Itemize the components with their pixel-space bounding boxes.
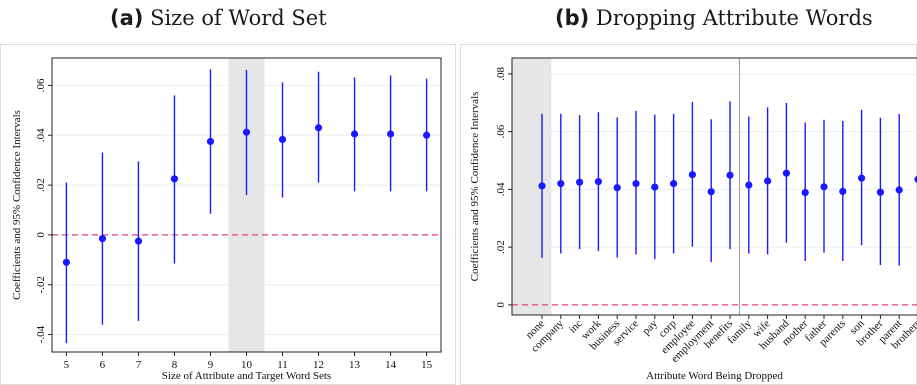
chart-b-point xyxy=(670,180,678,188)
chart-a-point xyxy=(206,137,215,146)
chart-b-point xyxy=(839,187,847,196)
chart-a-x-tick-label: 15 xyxy=(421,359,433,371)
chart-a-point xyxy=(98,235,107,243)
chart-b-point xyxy=(764,177,772,185)
panel-b-title-text: Dropping Attribute Words xyxy=(595,6,873,30)
chart-a-x-tick-label: 14 xyxy=(385,359,397,371)
chart-b-point xyxy=(895,186,903,194)
chart-b-point xyxy=(651,183,659,191)
panel-b-title: (b) Dropping Attribute Words xyxy=(555,6,873,30)
chart-b-point xyxy=(801,188,809,197)
chart-a-x-tick-label: 12 xyxy=(313,359,324,371)
panel-a-tag: (a) xyxy=(110,6,144,30)
chart-b-marks xyxy=(538,101,917,266)
chart-a-y-tick-label: .04 xyxy=(35,128,47,142)
chart-a-point xyxy=(134,237,143,245)
chart-b-point xyxy=(707,188,715,196)
chart-b-y-tick-label: 0 xyxy=(495,302,507,308)
chart-b-y-ticks: 0 .02 .04 .06 .08 xyxy=(495,67,512,308)
chart-a-point xyxy=(422,131,431,139)
panel-a-title-text: Size of Word Set xyxy=(150,6,327,30)
chart-b-y-tick-label: .02 xyxy=(495,240,507,254)
chart-b-y-tick-label: .04 xyxy=(495,182,507,196)
chart-a-point xyxy=(350,130,359,138)
chart-a-point xyxy=(62,258,71,266)
chart-b-y-tick-label: .06 xyxy=(495,124,507,138)
panel-a-title: (a) Size of Word Set xyxy=(110,6,327,30)
chart-b-point xyxy=(820,183,828,191)
chart-a-point xyxy=(278,135,287,144)
chart-a-y-tick-label: 0 xyxy=(35,232,47,238)
chart-a-x-tick-label: 5 xyxy=(64,359,70,371)
chart-a-x-tick-label: 6 xyxy=(100,359,106,371)
chart-a-x-tick-label: 13 xyxy=(349,359,361,371)
chart-b-point xyxy=(914,175,917,183)
chart-b-y-axis-title: Coefficients and 95% Confidence Interval… xyxy=(469,92,481,282)
chart-a-point xyxy=(386,130,395,138)
chart-a-point xyxy=(170,175,179,183)
chart-a-x-tick-label: 8 xyxy=(172,359,178,371)
chart-a-point xyxy=(314,124,323,132)
chart-a-y-ticks: -.04 -.02 0 .02 .04 .06 xyxy=(35,78,52,343)
chart-b-point xyxy=(858,174,866,182)
chart-b-point xyxy=(782,169,790,177)
chart-b-point xyxy=(576,178,584,186)
chart-a-y-tick-label: -.02 xyxy=(35,276,47,293)
chart-b-point xyxy=(557,180,565,188)
chart-a-size-of-word-set: -.04 -.02 0 .02 .04 .06 5 6 7 8 9 10 11 12 13 14 15 Siz… xyxy=(0,44,456,385)
chart-b-y-tick-label: .08 xyxy=(495,67,507,81)
panel-b-tag: (b) xyxy=(555,6,590,30)
chart-a-marks xyxy=(62,69,431,344)
chart-b-point xyxy=(745,181,753,189)
chart-b-gridlines xyxy=(512,73,917,306)
chart-a-x-tick-label: 10 xyxy=(241,359,253,371)
chart-a-y-tick-label: .02 xyxy=(35,178,47,192)
chart-b-point xyxy=(876,188,884,196)
chart-b-point xyxy=(594,177,602,186)
chart-a-x-ticks: 5 6 7 8 9 10 11 12 13 14 15 xyxy=(64,352,433,371)
chart-a-x-tick-label: 11 xyxy=(277,359,288,371)
chart-b-point xyxy=(538,182,546,190)
chart-a-x-tick-label: 9 xyxy=(208,359,214,371)
chart-a-point xyxy=(242,128,251,136)
chart-b-point xyxy=(613,184,621,192)
chart-b-x-tick-label: pay xyxy=(640,317,660,337)
chart-b-point xyxy=(688,171,696,179)
chart-a-outer-frame xyxy=(0,44,456,385)
chart-a-y-tick-label: -.04 xyxy=(35,325,47,343)
chart-b-point xyxy=(632,180,640,188)
chart-a-y-axis-title: Coefficients and 95% Confidence Interval… xyxy=(11,110,23,300)
chart-a-y-tick-label: .06 xyxy=(35,78,47,92)
chart-b-x-axis-title: Attribute Word Being Dropped xyxy=(646,370,783,382)
chart-a-x-tick-label: 7 xyxy=(136,359,142,371)
chart-b-point xyxy=(726,171,734,179)
chart-a-x-axis-title: Size of Attribute and Target Word Sets xyxy=(162,370,331,382)
chart-b-plot-frame xyxy=(511,57,917,316)
